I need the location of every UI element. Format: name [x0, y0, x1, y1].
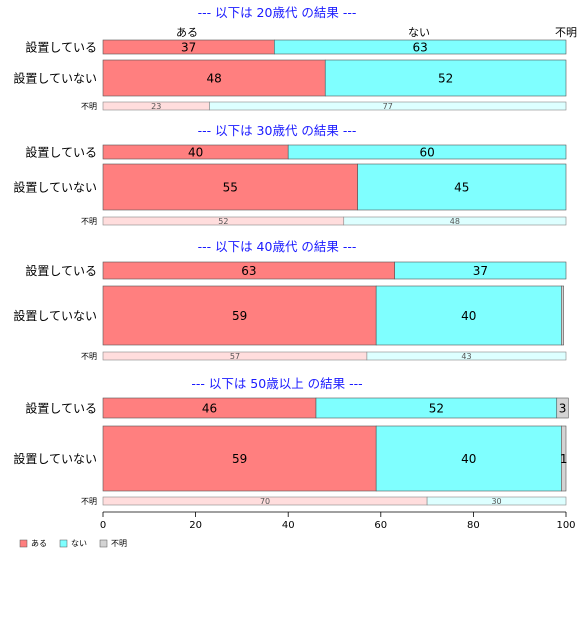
row-label: 設置している — [25, 40, 97, 55]
bar-segment — [561, 425, 567, 492]
panel-title: --- 以下は 50歳以上 の結果 --- — [191, 376, 362, 391]
data-label: 55 — [223, 181, 238, 195]
bar-segment — [357, 163, 567, 211]
bar-segment — [324, 59, 567, 97]
data-label: 3 — [559, 402, 567, 416]
legend-label: ある — [31, 539, 47, 548]
bar-segment — [561, 285, 564, 346]
row-label: 設置していない — [13, 180, 97, 195]
data-label: 77 — [383, 102, 393, 111]
bar-segment — [274, 39, 567, 55]
row-label: 設置している — [25, 401, 97, 416]
data-label: 40 — [461, 309, 476, 323]
x-tick-label: 60 — [374, 520, 387, 531]
data-label: 45 — [454, 181, 469, 195]
data-label: 52 — [429, 402, 444, 416]
x-tick-label: 100 — [556, 520, 575, 531]
row-label: 不明 — [81, 352, 97, 361]
row-label: 設置している — [25, 263, 97, 278]
row-label: 設置していない — [13, 451, 97, 466]
legend-swatch — [19, 539, 28, 548]
bar-segment — [102, 285, 377, 346]
bar-segment — [287, 144, 567, 160]
data-label: 52 — [218, 217, 228, 226]
row-label: 不明 — [81, 102, 97, 111]
bar-segment — [102, 425, 377, 492]
column-header-label: ある — [176, 26, 198, 39]
data-label: 52 — [438, 72, 453, 86]
data-label: 48 — [450, 217, 460, 226]
data-label: 43 — [461, 352, 471, 361]
row-label: 不明 — [81, 217, 97, 226]
bar-segment — [375, 425, 562, 492]
x-tick-label: 0 — [100, 520, 106, 531]
panel-title: --- 以下は 20歳代 の結果 --- — [198, 5, 357, 20]
data-label: 57 — [230, 352, 240, 361]
row-label: 設置している — [25, 145, 97, 160]
row-label: 設置していない — [13, 71, 97, 86]
panel-title: --- 以下は 40歳代 の結果 --- — [198, 239, 357, 254]
legend-swatch — [59, 539, 68, 548]
data-label: 59 — [232, 452, 247, 466]
data-label: 37 — [473, 264, 488, 278]
panel-title: --- 以下は 30歳代 の結果 --- — [198, 123, 357, 138]
data-label: 1 — [560, 452, 568, 466]
bar-segment — [394, 261, 567, 280]
bar-segment — [426, 496, 567, 506]
row-label: 不明 — [81, 497, 97, 506]
bar-segment — [102, 59, 326, 97]
data-label: 46 — [202, 402, 217, 416]
data-label: 60 — [419, 146, 434, 160]
legend-label: 不明 — [111, 539, 127, 548]
bar-segment — [556, 397, 569, 419]
data-label: 23 — [151, 102, 161, 111]
data-label: 48 — [206, 72, 221, 86]
bar-segment — [375, 285, 562, 346]
bar-segment — [343, 216, 567, 226]
bar-segment — [102, 163, 358, 211]
x-tick-label: 80 — [467, 520, 480, 531]
data-label: 70 — [260, 497, 270, 506]
legend-swatch — [99, 539, 108, 548]
bar-segment — [209, 101, 567, 111]
data-label: 40 — [188, 146, 203, 160]
row-label: 設置していない — [13, 308, 97, 323]
data-label: 63 — [241, 264, 256, 278]
data-label: 37 — [181, 41, 196, 55]
legend-label: ない — [71, 539, 87, 548]
x-tick-label: 20 — [189, 520, 202, 531]
x-tick-label: 40 — [282, 520, 295, 531]
column-header-label: 不明 — [555, 26, 577, 39]
data-label: 63 — [413, 41, 428, 55]
data-label: 40 — [461, 452, 476, 466]
column-header-label: ない — [408, 26, 430, 39]
data-label: 30 — [491, 497, 501, 506]
bar-segment — [366, 351, 567, 361]
data-label: 59 — [232, 309, 247, 323]
